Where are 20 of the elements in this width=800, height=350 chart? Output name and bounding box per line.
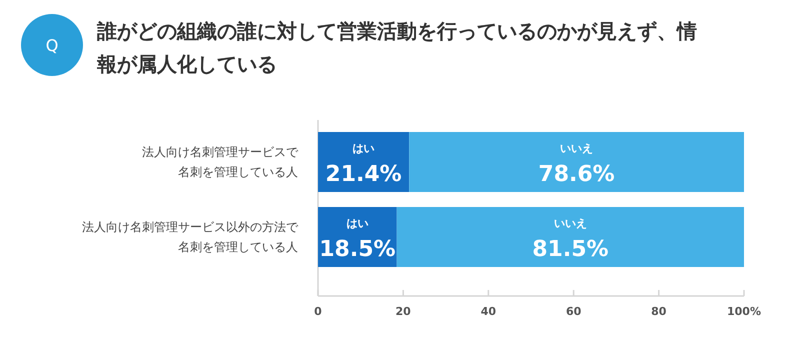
- x-tick-label: 0: [314, 305, 322, 318]
- text: いいえ: [554, 217, 587, 230]
- bar: [396, 207, 744, 267]
- chart-title: 誰がどの組織の誰に対して営業活動を行っているのかが見えず、情報が属人化している: [96, 19, 697, 76]
- text: Q: [46, 36, 58, 55]
- x-tick-label: 80: [651, 305, 667, 318]
- data-label: 21.4%: [325, 162, 402, 187]
- x-tick-label: 100%: [727, 305, 761, 318]
- x-tick-label: 20: [396, 305, 412, 318]
- data-label: 78.6%: [538, 162, 615, 187]
- y-tick-label: 法人向け名刺管理サービスで名刺を管理している人: [142, 145, 299, 179]
- x-tick-label: 40: [480, 305, 496, 318]
- data-label: 81.5%: [532, 237, 609, 262]
- series-label: いいえ: [560, 142, 594, 155]
- bar: [409, 132, 744, 192]
- series-label: はい: [352, 142, 375, 155]
- y-tick-label: 法人向け名刺管理サービス以外の方法で名刺を管理している人: [82, 220, 299, 254]
- data-label: 18.5%: [319, 237, 396, 262]
- text: はい: [346, 217, 368, 230]
- x-tick-label: 60: [566, 305, 582, 318]
